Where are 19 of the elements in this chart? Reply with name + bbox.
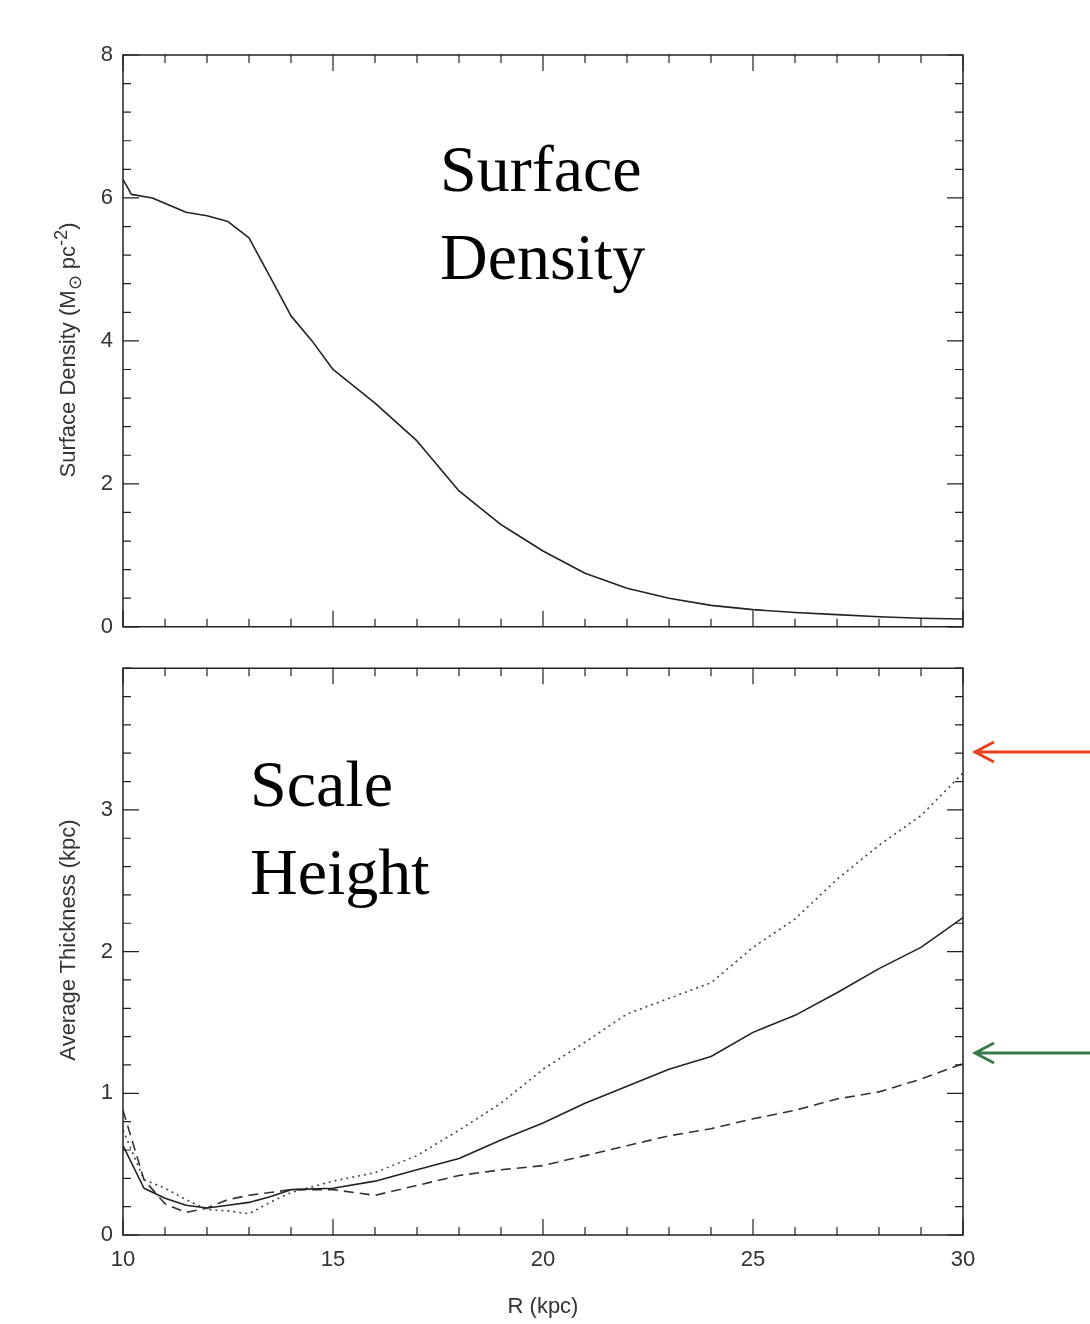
y-tick-label: 4 [100, 326, 113, 352]
y-tick-label: 2 [100, 469, 113, 495]
y-tick-label: 2 [100, 937, 113, 963]
x-axis-title: R (kpc) [507, 1292, 579, 1318]
y-tick-label: 6 [100, 184, 113, 210]
annotation: Scale Height [250, 746, 431, 910]
y-axis-title: Average Thickness (kpc) [55, 819, 81, 1061]
x-tick-label: 10 [110, 1246, 136, 1272]
x-tick-label: 20 [530, 1246, 556, 1272]
x-tick-label: 30 [950, 1246, 976, 1272]
y-tick-label: 0 [100, 1221, 113, 1247]
x-tick-label: 15 [320, 1246, 346, 1272]
y-tick-label: 1 [100, 1079, 113, 1105]
line-series [123, 1062, 963, 1214]
y-tick-label: 8 [100, 41, 113, 67]
x-tick-label: 25 [740, 1246, 766, 1272]
y-tick-label: 3 [100, 795, 113, 821]
annotation: Surface Density [440, 131, 647, 295]
y-tick-label: 0 [100, 612, 113, 638]
